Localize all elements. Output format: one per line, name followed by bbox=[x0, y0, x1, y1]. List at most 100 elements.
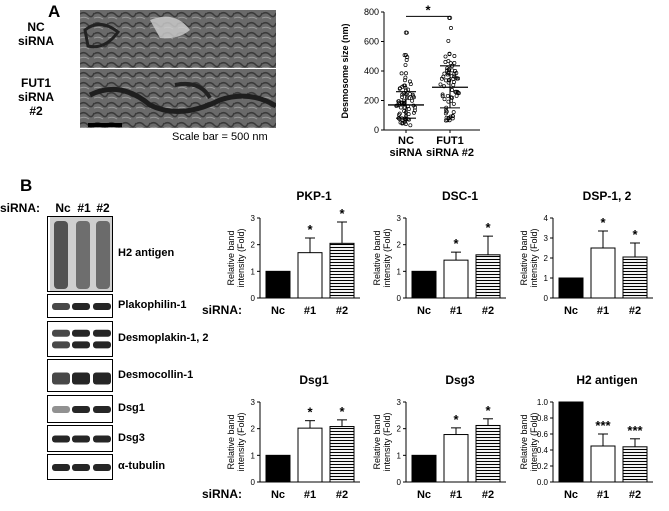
em-image-nc bbox=[80, 10, 276, 68]
band bbox=[72, 464, 90, 471]
bar bbox=[622, 256, 648, 299]
y-tick-label: 3 bbox=[544, 234, 549, 243]
bar bbox=[411, 454, 437, 483]
y-tick-label: 0.4 bbox=[537, 446, 549, 455]
bar bbox=[329, 242, 355, 299]
y-axis-label-line2: intensity (Fold) bbox=[382, 228, 392, 287]
blot-label: H2 antigen bbox=[118, 247, 175, 259]
data-point bbox=[403, 122, 408, 126]
significance-star: * bbox=[425, 3, 431, 18]
band bbox=[52, 464, 70, 471]
blot-bands bbox=[52, 435, 111, 443]
x-tick-label: Nc bbox=[417, 489, 431, 501]
bar bbox=[558, 277, 584, 299]
blot-bands bbox=[52, 303, 111, 310]
chart-title: PKP-1 bbox=[296, 189, 332, 203]
bar bbox=[443, 434, 469, 483]
blot-bands bbox=[52, 406, 111, 413]
band bbox=[72, 406, 90, 413]
x-tick-label: #1 bbox=[450, 305, 462, 317]
blot-strip bbox=[47, 359, 113, 392]
blot-sirna-label: siRNA: bbox=[0, 201, 41, 215]
bar-chart: PKP-1 Relative band intensity (Fold) 0 1 2 3 Nc… bbox=[226, 189, 360, 317]
bar bbox=[558, 401, 584, 483]
data-point bbox=[452, 61, 457, 65]
y-tick-label: 0 bbox=[374, 125, 379, 135]
band bbox=[52, 303, 70, 310]
band bbox=[93, 406, 111, 413]
blot-label: Plakophilin-1 bbox=[118, 299, 187, 311]
y-tick-label: 0.8 bbox=[537, 414, 549, 423]
bar bbox=[411, 270, 437, 299]
y-tick-label: 0.6 bbox=[537, 430, 549, 439]
chart-title: Dsg3 bbox=[445, 373, 475, 387]
blot-bands bbox=[52, 372, 111, 385]
blot-strip bbox=[47, 321, 113, 357]
panel-a-letter: A bbox=[48, 2, 61, 21]
data-point bbox=[451, 110, 456, 115]
band bbox=[72, 341, 90, 349]
x-tick-label: NC bbox=[398, 135, 414, 147]
y-tick-label: 600 bbox=[364, 37, 379, 47]
blot-label: Dsg1 bbox=[118, 402, 145, 414]
data-point bbox=[438, 82, 443, 87]
data-point bbox=[397, 99, 401, 104]
data-point bbox=[394, 103, 399, 108]
blot-lane-nc: Nc bbox=[55, 201, 71, 215]
bar bbox=[590, 445, 616, 483]
data-point bbox=[445, 66, 450, 71]
blot-strip bbox=[47, 294, 113, 318]
x-tick-label: #2 bbox=[336, 489, 348, 501]
data-point bbox=[408, 82, 413, 87]
x-tick-label: siRNA bbox=[389, 147, 422, 159]
band bbox=[93, 464, 111, 471]
band bbox=[96, 221, 110, 289]
y-tick-label: 0.2 bbox=[537, 462, 549, 471]
data-point bbox=[443, 54, 448, 59]
band bbox=[72, 303, 90, 310]
y-tick-label: 3 bbox=[251, 398, 256, 407]
data-point bbox=[447, 78, 452, 83]
band bbox=[72, 372, 90, 385]
x-tick-label: siRNA #2 bbox=[426, 147, 474, 159]
data-point bbox=[403, 63, 408, 68]
y-axis-label: Desmosome size (nm) bbox=[340, 23, 350, 118]
bar bbox=[297, 252, 323, 299]
y-axis-label-line1: Relative band bbox=[226, 414, 236, 469]
x-tick-label: #2 bbox=[482, 305, 494, 317]
data-point bbox=[451, 83, 456, 87]
blot-label: Desmoplakin-1, 2 bbox=[118, 332, 209, 344]
data-point bbox=[449, 26, 453, 30]
x-tick-label: FUT1 bbox=[436, 135, 464, 147]
data-point bbox=[402, 53, 407, 58]
y-tick-label: 0.0 bbox=[537, 478, 549, 487]
significance-star: * bbox=[632, 227, 638, 242]
chart-title: H2 antigen bbox=[576, 373, 637, 387]
y-tick-label: 3 bbox=[251, 214, 256, 223]
data-point bbox=[411, 94, 416, 99]
bar bbox=[265, 454, 291, 483]
data-point bbox=[410, 98, 415, 103]
band bbox=[52, 372, 70, 385]
y-tick-label: 400 bbox=[364, 66, 379, 76]
blot-strip bbox=[47, 454, 113, 480]
bar bbox=[590, 247, 616, 299]
bar bbox=[443, 259, 469, 299]
band bbox=[93, 341, 111, 349]
y-tick-label: 1 bbox=[251, 451, 256, 460]
data-point bbox=[399, 105, 403, 110]
band bbox=[72, 435, 90, 443]
y-axis-label-line2: intensity (Fold) bbox=[236, 412, 246, 471]
x-tick-label: #1 bbox=[450, 489, 462, 501]
significance-star: * bbox=[339, 404, 345, 419]
bar bbox=[265, 270, 291, 299]
data-point bbox=[447, 51, 452, 56]
data-point bbox=[442, 71, 447, 76]
y-axis-label-line1: Relative band bbox=[519, 230, 529, 285]
em-label-nc-line2: siRNA bbox=[17, 34, 54, 48]
significance-star: * bbox=[339, 206, 345, 221]
data-point bbox=[412, 110, 416, 115]
y-tick-label: 0 bbox=[251, 478, 256, 487]
data-point bbox=[403, 105, 408, 110]
data-point bbox=[397, 117, 402, 121]
